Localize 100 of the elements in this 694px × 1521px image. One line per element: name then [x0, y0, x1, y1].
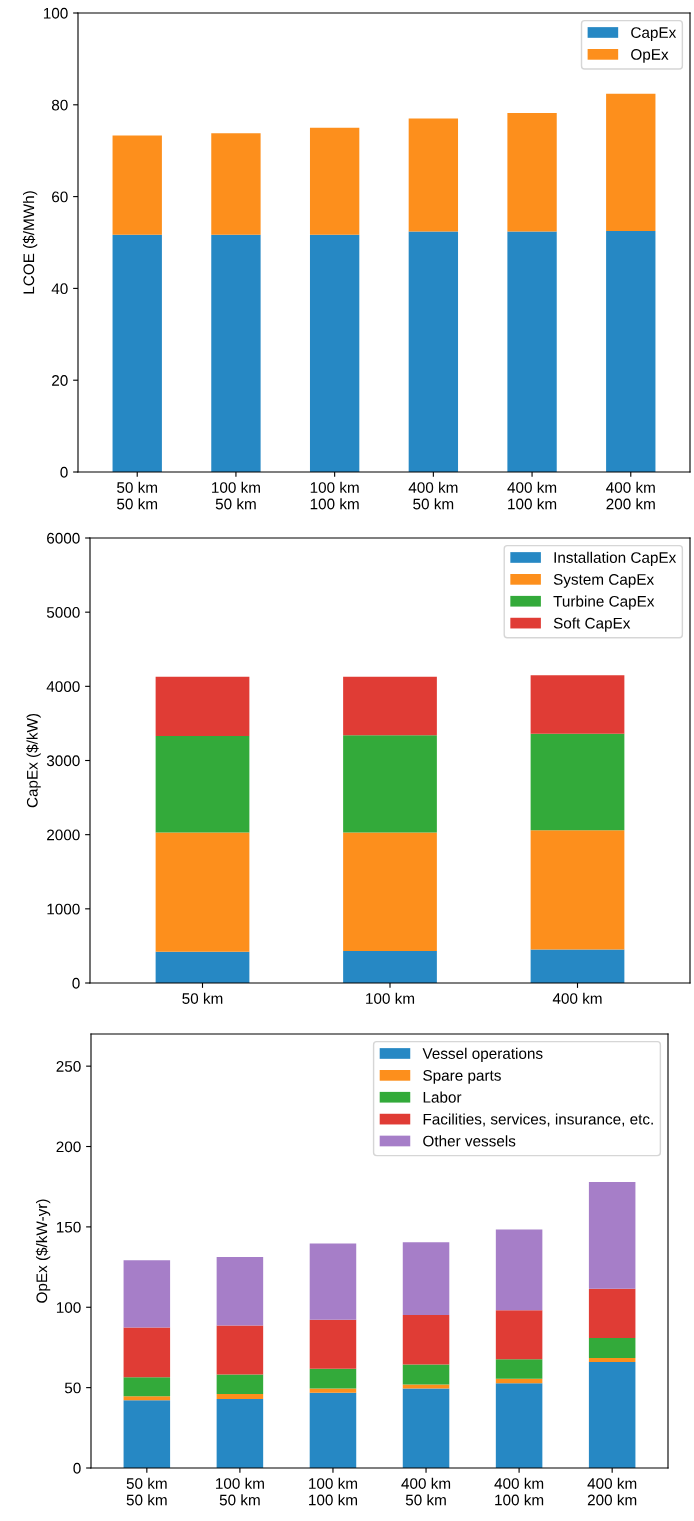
bar: [309, 1368, 357, 1389]
bar: [530, 949, 625, 983]
y-tick-label: 60: [52, 191, 68, 203]
x-tick-label: 400 km: [552, 992, 602, 1004]
bar: [112, 135, 162, 235]
y-tick-label: 6000: [47, 532, 80, 544]
legend-label: CapEx: [631, 27, 677, 41]
legend-label: Turbine CapEx: [553, 595, 655, 610]
y-tick-label: 0: [60, 466, 68, 478]
x-tick-label: 400 km 100 km: [507, 481, 557, 510]
y-tick-label: 2000: [47, 829, 80, 841]
bar: [155, 832, 250, 952]
bar: [507, 231, 557, 472]
bar: [123, 1377, 171, 1397]
bar: [588, 1361, 636, 1468]
bar: [216, 1394, 264, 1399]
bar: [155, 951, 250, 983]
legend-label: Vessel operations: [422, 1047, 543, 1062]
legend-label: System CapEx: [553, 574, 654, 588]
bar: [123, 1400, 171, 1468]
x-tick-label: 100 km 50 km: [216, 1477, 264, 1506]
bar: [216, 1325, 264, 1375]
legend-label: Spare parts: [423, 1070, 501, 1084]
x-tick-label: 400 km 50 km: [408, 481, 458, 510]
y-tick-label: 50: [64, 1382, 81, 1394]
bar: [343, 951, 437, 983]
bar: [530, 675, 625, 734]
bar: [408, 231, 459, 472]
y-tick-label: 5000: [46, 607, 80, 618]
bar: [495, 1383, 543, 1468]
bar: [343, 735, 437, 833]
bar: [216, 1257, 264, 1326]
legend-label: Soft CapEx: [553, 617, 631, 632]
y-tick-label: 250: [56, 1061, 81, 1072]
y-tick-label: 0: [72, 977, 80, 989]
x-tick-label: 400 km 50 km: [401, 1477, 451, 1506]
x-tick-label: 100 km 100 km: [309, 1477, 358, 1506]
y-tick-label: 40: [51, 283, 68, 295]
x-tick-label: 50 km: [182, 992, 223, 1004]
bar: [123, 1396, 171, 1401]
bar: [588, 1337, 636, 1358]
y-axis-title: OpEx ($/kW-yr): [35, 1199, 51, 1303]
bar: [112, 234, 162, 472]
bar: [309, 234, 360, 472]
bar: [495, 1378, 543, 1384]
bar: [408, 118, 459, 232]
legend-label: Facilities, services, insurance, etc.: [423, 1113, 653, 1127]
x-tick-label: 400 km 200 km: [587, 1477, 637, 1506]
bar: [309, 127, 360, 235]
bar: [123, 1327, 171, 1378]
bar: [402, 1388, 450, 1468]
bar: [343, 832, 437, 952]
y-tick-label: 20: [52, 375, 68, 386]
legend-label: Other vessels: [423, 1135, 516, 1147]
x-tick-label: 400 km 100 km: [494, 1477, 544, 1506]
y-tick-label: 100: [56, 1302, 81, 1313]
bar: [211, 234, 261, 472]
y-tick-label: 4000: [46, 681, 80, 693]
y-tick-label: 0: [73, 1462, 81, 1474]
bar: [402, 1242, 450, 1315]
bar: [155, 676, 250, 737]
y-tick-label: 1000: [47, 903, 80, 915]
legend-label: Installation CapEx: [554, 551, 677, 566]
bar: [309, 1319, 357, 1369]
bar: [343, 676, 437, 736]
bar: [507, 113, 557, 232]
bar: [211, 133, 261, 235]
bar: [123, 1260, 171, 1328]
bar: [530, 830, 625, 950]
legend-label: OpEx: [631, 49, 669, 63]
y-tick-label: 3000: [46, 755, 80, 767]
bar: [588, 1181, 636, 1289]
bar: [309, 1388, 357, 1393]
bar: [495, 1310, 543, 1360]
bar: [402, 1364, 450, 1385]
bar: [309, 1243, 357, 1320]
bar: [216, 1398, 264, 1468]
bar: [495, 1229, 543, 1311]
x-tick-label: 50 km 50 km: [117, 481, 158, 510]
bar: [155, 736, 250, 833]
y-axis-title: CapEx ($/kW): [26, 713, 41, 808]
x-tick-label: 100 km: [366, 992, 415, 1004]
x-tick-label: 50 km 50 km: [126, 1477, 167, 1506]
bar: [606, 231, 656, 472]
x-tick-label: 400 km 200 km: [606, 481, 655, 510]
bar: [402, 1314, 450, 1365]
y-tick-label: 80: [51, 99, 68, 111]
bar: [530, 733, 625, 831]
bar: [588, 1288, 636, 1338]
bar: [495, 1359, 543, 1379]
legend-label: Labor: [423, 1091, 462, 1103]
x-tick-label: 100 km 50 km: [212, 481, 260, 510]
bar: [606, 93, 656, 232]
y-tick-label: 100: [43, 7, 68, 19]
bar: [216, 1374, 264, 1395]
y-axis-title: LCOE ($/MWh): [22, 191, 38, 294]
bar: [588, 1357, 636, 1362]
bar: [309, 1392, 357, 1468]
y-tick-label: 200: [56, 1141, 81, 1153]
y-tick-label: 150: [56, 1221, 81, 1233]
